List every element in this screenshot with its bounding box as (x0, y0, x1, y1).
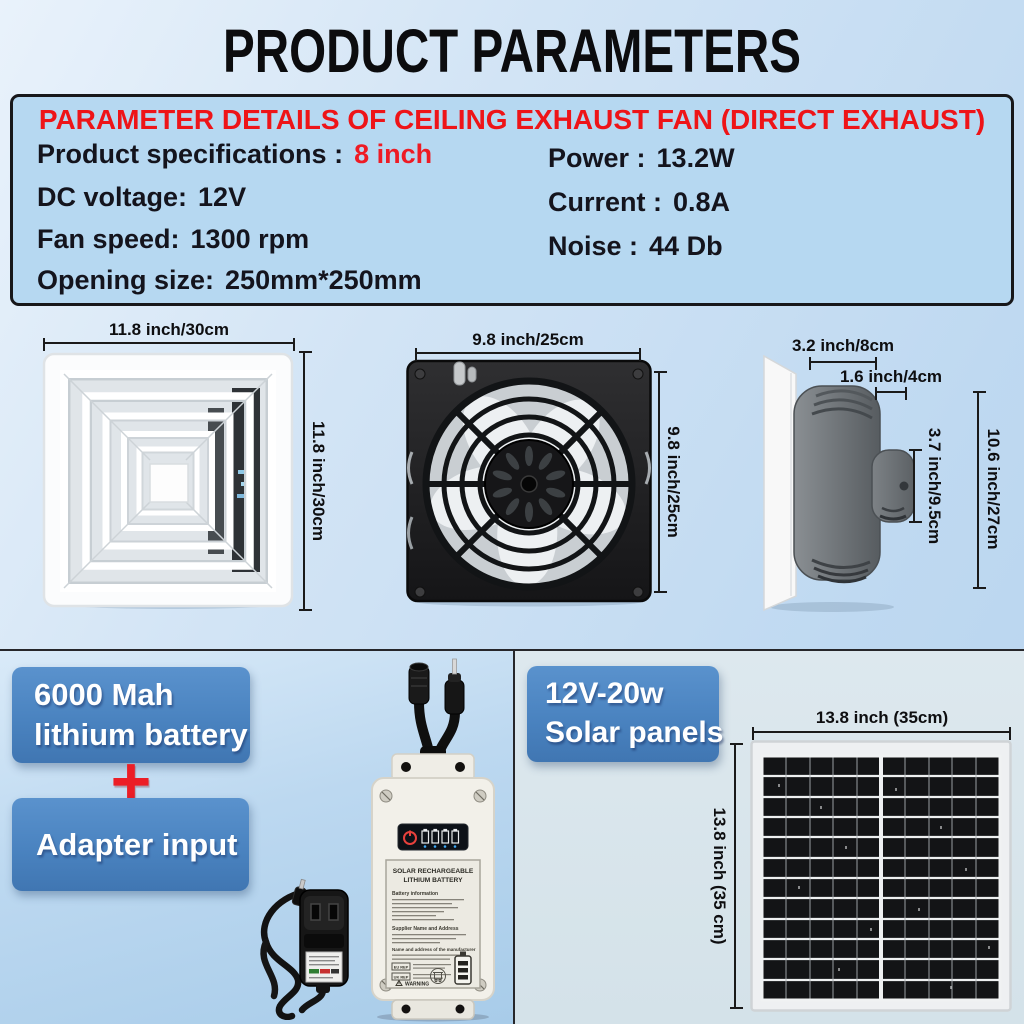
spec-box: PARAMETER DETAILS OF CEILING EXHAUST FAN… (10, 94, 1014, 306)
spec-value: 1300 rpm (190, 224, 310, 254)
dimension-line (299, 351, 312, 611)
dimension-label-side-duct: 1.6 inch/4cm (839, 367, 943, 386)
ceiling-diffuser-image (42, 352, 294, 609)
spec-row-noise: Noise : 44 Db (548, 231, 723, 262)
adapter-badge: Adapter input (12, 798, 249, 891)
dimension-label-fan-height: 9.8 inch/25cm (664, 426, 683, 538)
spec-value: 0.8A (673, 187, 731, 217)
power-button-icon (403, 830, 417, 845)
spec-label: Product specifications : (37, 139, 344, 169)
spec-value: 250mm*250mm (225, 265, 422, 295)
battery-badge: 6000 Mah lithium battery (12, 667, 250, 763)
latch-icon (453, 361, 477, 386)
spec-row-current: Current : 0.8A (548, 187, 730, 218)
spec-value: 44 Db (649, 231, 723, 261)
dimension-label-side-motor: 3.7 inch/9.5cm (925, 427, 944, 545)
solar-badge-line1: 12V-20w (545, 677, 664, 710)
battery-icon (454, 951, 472, 985)
warning-icon (395, 979, 403, 986)
battery-label-supplier-heading: Supplier Name and Address (392, 926, 459, 932)
uk-rep-mark: UK REP (394, 974, 409, 979)
exhaust-fan-front-image (406, 359, 652, 607)
dimension-line (875, 387, 907, 400)
dimension-line (415, 348, 641, 361)
exhaust-fan-side-image (763, 354, 915, 612)
dimension-line (973, 391, 986, 589)
dimension-label-diffuser-height: 11.8 inch/30cm (309, 420, 328, 542)
wheelie-bin-icon (430, 968, 446, 984)
solar-badge: 12V-20w Solar panels (527, 666, 724, 762)
section-divider-vertical (513, 651, 515, 1024)
dc-male-connector-icon (444, 658, 465, 715)
dimension-line (654, 371, 667, 593)
solar-badge-line2: Solar panels (545, 716, 724, 749)
dimension-label-solar-height: 13.8 inch (35 cm) (710, 807, 729, 945)
spec-value: 12V (198, 182, 247, 212)
battery-label-warning: WARNING (405, 982, 429, 988)
battery-label-maker-heading: Name and address of the manufacturer (392, 947, 476, 952)
section-divider-horizontal (0, 649, 1024, 651)
spec-heading: PARAMETER DETAILS OF CEILING EXHAUST FAN… (38, 104, 986, 135)
spec-row-speed: Fan speed: 1300 rpm (37, 224, 309, 255)
page-title: PRODUCT PARAMETERS (222, 17, 802, 85)
dimension-label-side-depth: 3.2 inch/8cm (791, 336, 895, 355)
spec-label: Opening size: (37, 265, 215, 295)
spec-row-opening: Opening size: 250mm*250mm (37, 265, 422, 296)
spec-label: Fan speed: (37, 224, 180, 254)
battery-level-icon (421, 828, 460, 844)
dimension-line (43, 338, 295, 351)
dimension-line (752, 727, 1011, 740)
battery-label-title1: SOLAR RECHARGEABLE (393, 868, 474, 875)
screw-icon (414, 368, 644, 598)
dimension-line (909, 449, 922, 523)
dimension-label-fan-width: 9.8 inch/25cm (472, 330, 584, 349)
dimension-label-side-height: 10.6 inch/27cm (984, 428, 1003, 550)
battery-pack-image: SOLAR RECHARGEABLE LITHIUM BATTERY Batte… (371, 658, 495, 1022)
mounting-flange (763, 354, 797, 612)
adapter-badge-label: Adapter input (36, 826, 238, 862)
dimension-label-solar-width: 13.8 inch (35cm) (815, 708, 949, 727)
eu-rep-mark: EU REP (394, 964, 409, 969)
battery-badge-line2: lithium battery (34, 717, 248, 752)
battery-label-info-heading: Battery information (392, 891, 438, 897)
dimension-label-diffuser-width: 11.8 inch/30cm (108, 320, 230, 339)
battery-display (397, 823, 469, 851)
spec-row-power: Power : 13.2W (548, 143, 735, 174)
spec-label: Current : (548, 187, 662, 217)
spec-row-voltage: DC voltage: 12V (37, 182, 246, 213)
dc-female-connector-icon (408, 662, 430, 705)
spec-label: Noise : (548, 231, 639, 261)
solar-panel-image (750, 740, 1012, 1012)
power-adapter-image (260, 878, 349, 1020)
battery-label-title2: LITHIUM BATTERY (404, 877, 464, 884)
battery-badge-line1: 6000 Mah (34, 677, 174, 712)
spec-value: 13.2W (656, 143, 735, 173)
dimension-line (809, 357, 877, 370)
adapter-cable (261, 888, 308, 1020)
spec-value: 8 inch (354, 139, 433, 169)
dimension-line (730, 743, 743, 1009)
spec-label: DC voltage: (37, 182, 188, 212)
spec-row-size: Product specifications : 8 inch (37, 139, 432, 170)
spec-label: Power : (548, 143, 646, 173)
us-plug-icon (310, 903, 339, 921)
